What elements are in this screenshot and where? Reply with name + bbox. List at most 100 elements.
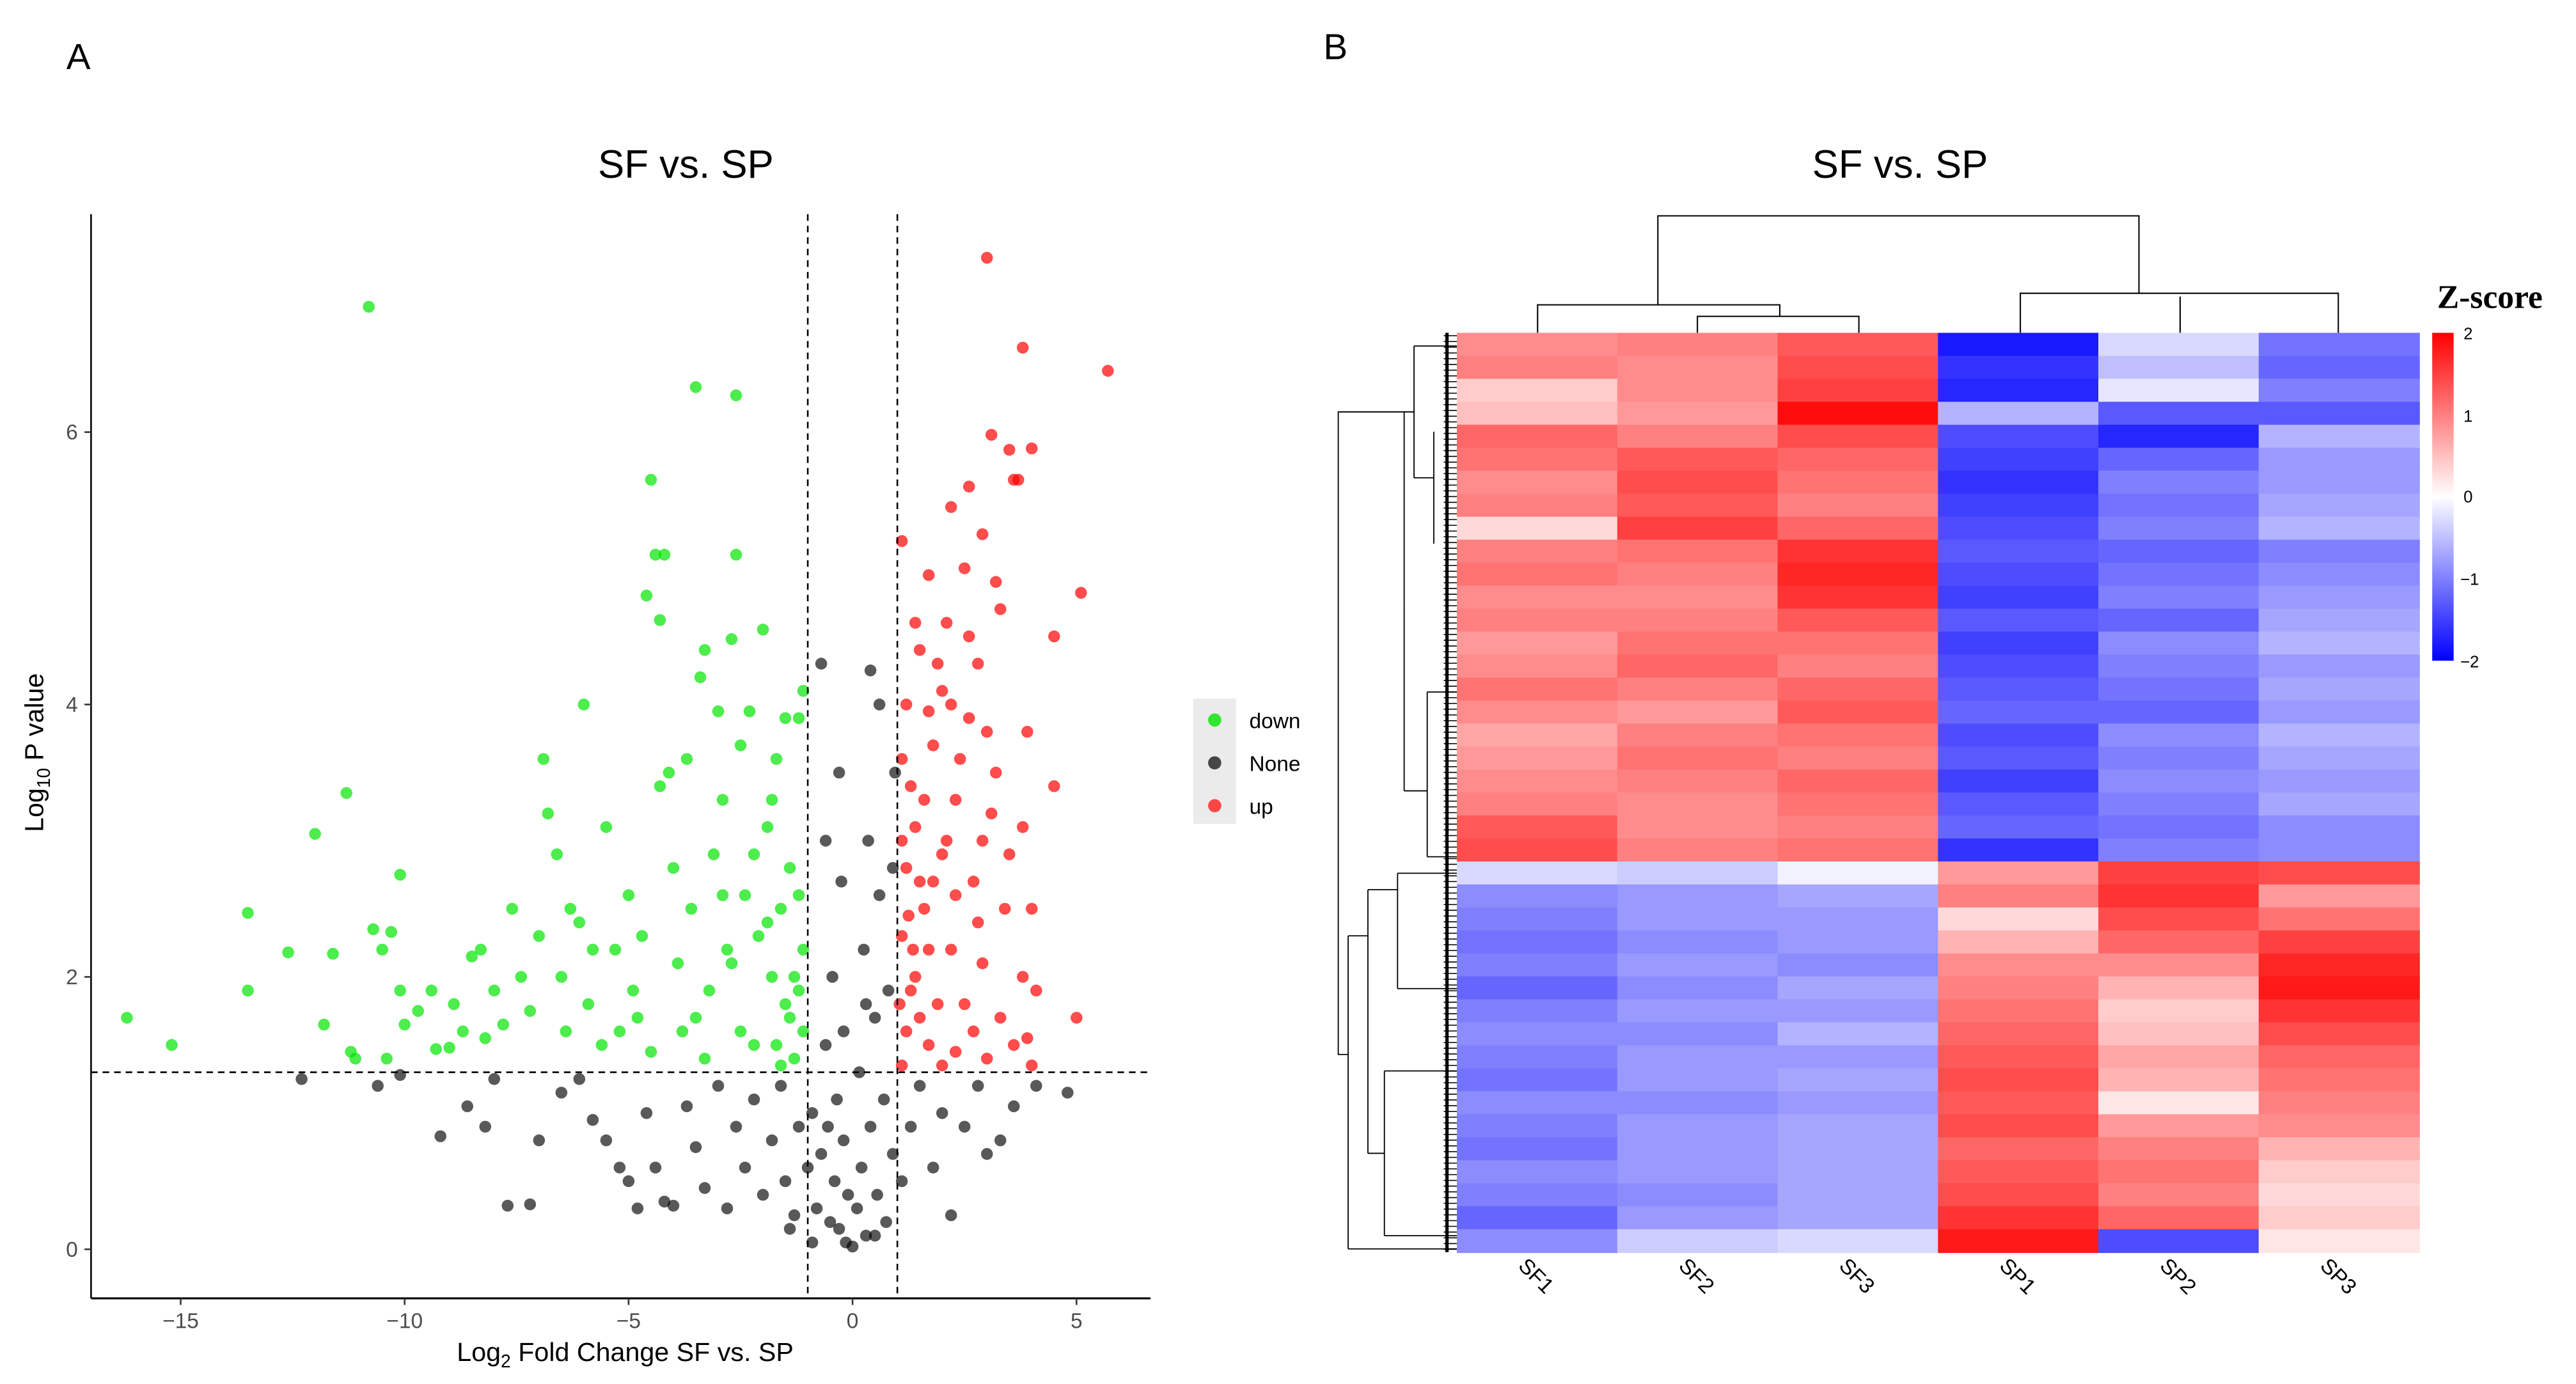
heatmap-cell <box>1457 677 1619 702</box>
data-point-down <box>654 780 666 792</box>
heatmap-cell <box>1457 402 1619 426</box>
data-point-none <box>757 1188 769 1201</box>
data-point-down <box>560 1025 572 1037</box>
data-point-none <box>864 1121 877 1133</box>
data-point-up <box>936 848 948 861</box>
data-point-none <box>524 1198 537 1211</box>
heatmap-cell <box>1457 1137 1619 1161</box>
heatmap-cell <box>1617 953 1779 977</box>
heatmap-row <box>1457 677 2420 702</box>
data-point-up <box>1003 444 1016 456</box>
heatmap-cell <box>1938 1183 2100 1207</box>
heatmap-cell <box>2098 1137 2260 1161</box>
data-point-down <box>394 984 406 997</box>
heatmap-cell <box>1938 471 2100 495</box>
heatmap-cell <box>2098 930 2260 955</box>
heatmap-cell <box>1777 448 1939 472</box>
heatmap-cell <box>1938 861 2100 886</box>
heatmap-cell <box>1938 654 2100 679</box>
heatmap-cell <box>2258 700 2420 725</box>
data-point-up <box>922 1039 935 1051</box>
data-point-none <box>846 1240 859 1253</box>
data-point-none <box>748 1093 760 1106</box>
data-point-down <box>752 930 765 942</box>
data-point-down <box>757 624 769 636</box>
data-point-up <box>900 861 913 874</box>
heatmap-cell <box>1938 333 2100 357</box>
heatmap-cell <box>2258 1183 2420 1207</box>
heatmap-cell <box>1777 631 1939 656</box>
data-point-down <box>631 1012 644 1024</box>
heatmap-cell <box>2098 884 2260 909</box>
heatmap-cell <box>2258 746 2420 771</box>
heatmap-cell <box>2098 448 2260 472</box>
heatmap-cell <box>2098 792 2260 817</box>
data-point-none <box>1030 1080 1042 1092</box>
heatmap-cell <box>2098 1045 2260 1069</box>
heatmap-cell <box>2258 953 2420 977</box>
data-point-down <box>573 916 586 929</box>
data-point-down <box>703 984 716 997</box>
heatmap-cell <box>1457 1206 1619 1231</box>
data-point-none <box>853 1066 865 1078</box>
heatmap-cell <box>1938 379 2100 403</box>
heatmap-cell <box>2258 838 2420 863</box>
heatmap-cell <box>2098 953 2260 977</box>
heatmap-cell <box>1457 1091 1619 1115</box>
heatmap-cell <box>1938 1160 2100 1184</box>
data-point-down <box>242 907 254 919</box>
heatmap-cell <box>2258 585 2420 609</box>
heatmap-row <box>1457 1068 2420 1092</box>
data-point-down <box>582 998 595 1010</box>
heatmap-cell <box>1777 930 1939 955</box>
data-point-up <box>1071 1012 1083 1024</box>
heatmap-cell <box>1457 585 1619 609</box>
heatmap-cell <box>2098 700 2260 725</box>
heatmap-row <box>1457 1160 2420 1184</box>
data-point-none <box>461 1100 474 1113</box>
column-dendrogram <box>1537 215 2339 333</box>
data-point-up <box>900 1025 913 1037</box>
heatmap-cell <box>1938 608 2100 633</box>
heatmap-cell <box>1617 1068 1779 1092</box>
data-point-down <box>564 902 577 915</box>
heatmap-cell <box>2098 1160 2260 1184</box>
data-point-up <box>1026 1059 1038 1072</box>
data-point-down <box>381 1052 393 1065</box>
data-point-down <box>766 794 778 806</box>
data-point-down <box>282 946 294 959</box>
data-point-down <box>774 1059 787 1072</box>
heatmap-cell <box>2098 723 2260 748</box>
heatmap-cell <box>1777 1022 1939 1046</box>
colorbar-tick: −2 <box>2460 653 2479 671</box>
data-point-up <box>980 251 993 264</box>
colorbar: Z-score 2 1 0 −1 −2 <box>2432 279 2543 671</box>
heatmap-cell <box>1777 1229 1939 1254</box>
heatmap-cell <box>1938 815 2100 840</box>
heatmap-cell <box>1457 425 1619 449</box>
data-point-none <box>680 1100 693 1113</box>
data-point-up <box>927 739 939 751</box>
heatmap-cell <box>2258 677 2420 702</box>
data-point-up <box>940 617 953 629</box>
data-point-up <box>994 1012 1007 1024</box>
data-point-down <box>667 861 680 874</box>
data-point-down <box>730 389 742 402</box>
data-point-down <box>716 794 729 806</box>
data-point-down <box>466 950 478 963</box>
data-point-up <box>1003 848 1016 861</box>
heatmap-cell <box>1617 792 1779 817</box>
heatmap-cell <box>2258 884 2420 909</box>
heatmap-cell <box>2098 585 2260 609</box>
heatmap-cell <box>1938 493 2100 518</box>
heatmap-cell <box>2098 402 2260 426</box>
heatmap-cell <box>1617 815 1779 840</box>
heatmap-row <box>1457 861 2420 886</box>
data-point-down <box>340 787 352 799</box>
heatmap-row <box>1457 471 2420 495</box>
data-point-up <box>949 889 962 901</box>
row-dendrogram <box>1337 333 1457 1252</box>
data-point-down <box>788 1052 801 1065</box>
data-point-up <box>1030 984 1042 997</box>
